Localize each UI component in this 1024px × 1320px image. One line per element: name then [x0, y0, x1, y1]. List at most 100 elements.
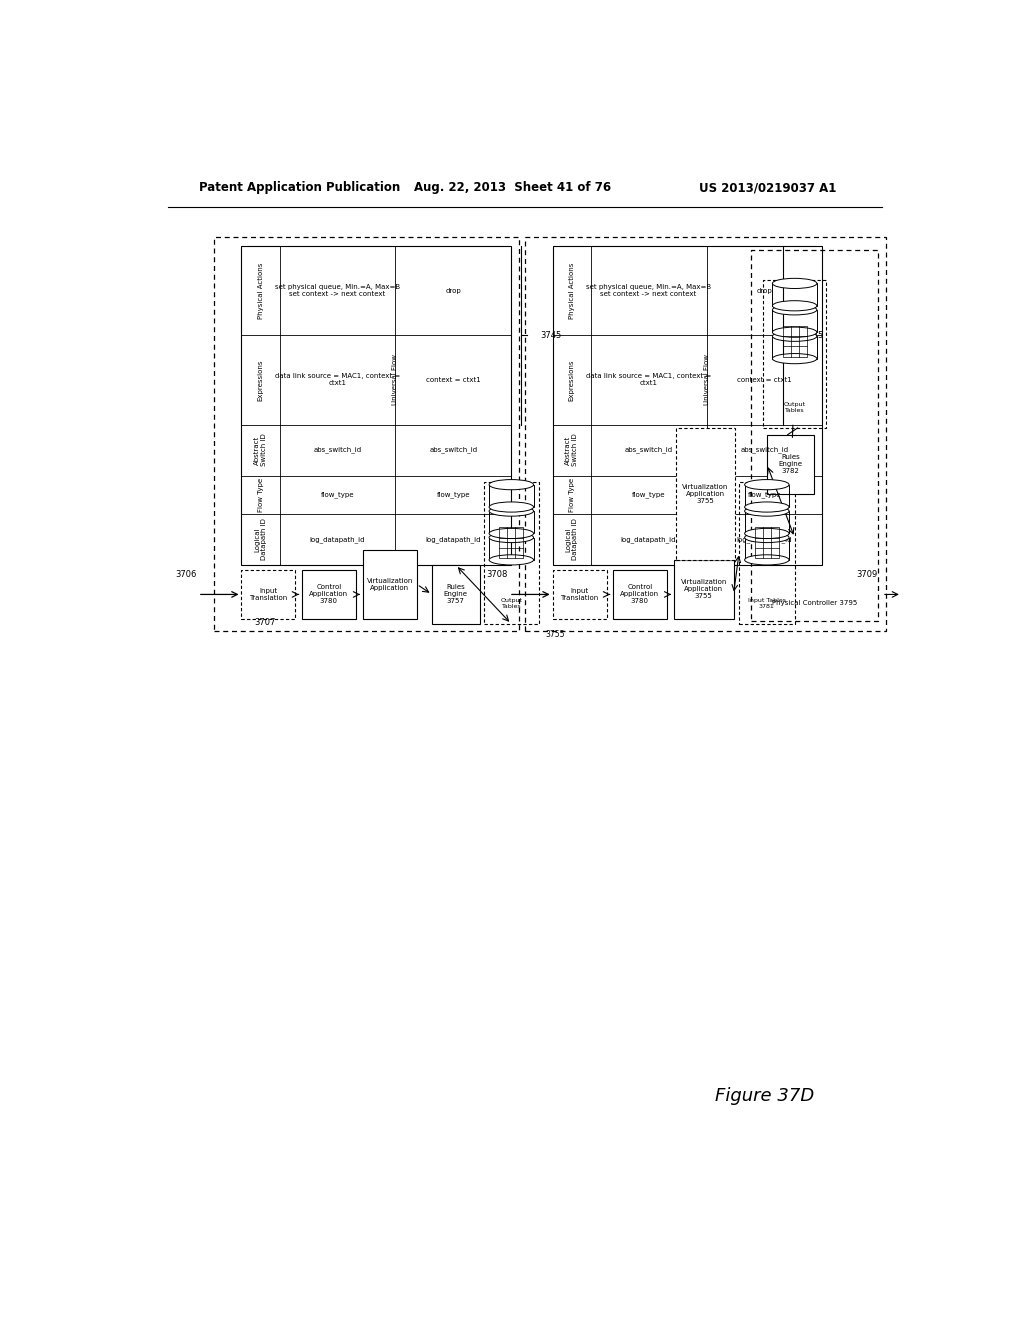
Ellipse shape — [744, 479, 790, 490]
Text: Expressions: Expressions — [257, 359, 263, 401]
Text: flow_type: flow_type — [632, 491, 666, 498]
Text: data link source = MAC1, context =
ctxt1: data link source = MAC1, context = ctxt1 — [274, 374, 400, 387]
Bar — [524, 236, 886, 631]
Text: flow_type: flow_type — [321, 491, 354, 498]
Text: Abstract
Switch ID: Abstract Switch ID — [565, 434, 579, 466]
Text: Figure 37D: Figure 37D — [715, 1086, 814, 1105]
Bar — [553, 570, 606, 619]
Text: Input
Translation: Input Translation — [249, 587, 288, 601]
Text: abs_switch_id: abs_switch_id — [625, 446, 673, 454]
Text: Physical Actions: Physical Actions — [257, 263, 263, 318]
Text: Universal Flow: Universal Flow — [392, 355, 398, 405]
Bar — [500, 528, 523, 558]
Text: Rules
Engine
3757: Rules Engine 3757 — [443, 585, 468, 605]
Bar — [242, 570, 296, 619]
Bar — [755, 528, 779, 558]
Text: Control
Application
3780: Control Application 3780 — [309, 585, 348, 605]
Bar — [744, 511, 790, 533]
Bar — [362, 549, 417, 619]
Text: 3709: 3709 — [857, 570, 878, 578]
Bar — [489, 537, 534, 560]
Text: Input
Translation: Input Translation — [560, 587, 599, 601]
Text: Flow Type: Flow Type — [568, 478, 574, 512]
Text: flow_type: flow_type — [436, 491, 470, 498]
Text: set physical queue, Min.=A, Max=B
set context -> next context: set physical queue, Min.=A, Max=B set co… — [586, 284, 711, 297]
Text: 3745: 3745 — [803, 331, 824, 339]
Bar — [763, 280, 826, 428]
Ellipse shape — [744, 528, 790, 539]
Bar — [302, 570, 355, 619]
Text: abs_switch_id: abs_switch_id — [740, 446, 788, 454]
Text: Input Tables
3781: Input Tables 3781 — [748, 598, 785, 609]
Text: abs_switch_id: abs_switch_id — [313, 446, 361, 454]
Text: log_datapath_id: log_datapath_id — [621, 536, 676, 543]
Bar — [739, 482, 795, 624]
Text: Output
Tables: Output Tables — [501, 598, 522, 609]
Text: log_datapath_id: log_datapath_id — [310, 536, 366, 543]
Ellipse shape — [489, 479, 534, 490]
Bar — [744, 537, 790, 560]
Text: Flow Type: Flow Type — [257, 478, 263, 512]
Text: Logical
Datapath ID: Logical Datapath ID — [254, 519, 267, 561]
Ellipse shape — [744, 506, 790, 516]
Bar — [674, 560, 733, 619]
Bar — [242, 246, 511, 565]
Text: Virtualization
Application: Virtualization Application — [367, 578, 413, 591]
Bar — [489, 484, 534, 507]
Text: drop: drop — [445, 288, 461, 293]
Text: Universal Flow: Universal Flow — [703, 355, 710, 405]
Text: Logical
Datapath ID: Logical Datapath ID — [565, 519, 579, 561]
Text: set physical queue, Min.=A, Max=B
set context -> next context: set physical queue, Min.=A, Max=B set co… — [275, 284, 400, 297]
Text: Output
Tables: Output Tables — [783, 403, 806, 413]
Bar — [553, 246, 822, 565]
Bar — [767, 434, 814, 494]
Ellipse shape — [772, 279, 817, 289]
Ellipse shape — [489, 506, 534, 516]
Bar — [772, 310, 817, 333]
Bar — [772, 337, 817, 359]
Ellipse shape — [489, 532, 534, 543]
Text: drop: drop — [757, 288, 772, 293]
Text: flow_type: flow_type — [748, 491, 781, 498]
Ellipse shape — [772, 305, 817, 315]
Bar — [432, 565, 479, 624]
Bar — [676, 428, 735, 560]
Bar — [772, 284, 817, 306]
Ellipse shape — [772, 301, 817, 312]
Text: US 2013/0219037 A1: US 2013/0219037 A1 — [699, 181, 837, 194]
Bar — [613, 570, 667, 619]
Text: Virtualization
Application
3755: Virtualization Application 3755 — [681, 579, 727, 599]
Bar — [782, 326, 807, 356]
Text: Physical Controller 3795: Physical Controller 3795 — [772, 599, 857, 606]
Text: Control
Application
3780: Control Application 3780 — [621, 585, 659, 605]
Text: Physical Actions: Physical Actions — [568, 263, 574, 318]
Text: 3707: 3707 — [255, 618, 276, 627]
Ellipse shape — [744, 532, 790, 543]
Text: log_datapath_id: log_datapath_id — [426, 536, 481, 543]
Text: 3783: 3783 — [785, 301, 804, 306]
Ellipse shape — [772, 354, 817, 364]
Ellipse shape — [744, 554, 790, 565]
Text: Abstract
Switch ID: Abstract Switch ID — [254, 434, 267, 466]
Bar — [214, 236, 519, 631]
Bar — [489, 511, 534, 533]
Ellipse shape — [772, 331, 817, 342]
Text: 3745: 3745 — [541, 331, 562, 339]
Text: abs_switch_id: abs_switch_id — [429, 446, 477, 454]
Text: data link source = MAC1, context =
ctxt1: data link source = MAC1, context = ctxt1 — [586, 374, 712, 387]
Text: 3706: 3706 — [175, 570, 197, 578]
Bar — [751, 249, 878, 620]
Text: Rules
Engine
3782: Rules Engine 3782 — [778, 454, 803, 474]
Ellipse shape — [489, 554, 534, 565]
Ellipse shape — [744, 502, 790, 512]
Text: Virtualization
Application
3755: Virtualization Application 3755 — [682, 484, 728, 504]
Text: context = ctxt1: context = ctxt1 — [737, 378, 792, 383]
Bar — [744, 484, 790, 507]
Text: context = ctxt1: context = ctxt1 — [426, 378, 480, 383]
Text: Expressions: Expressions — [568, 359, 574, 401]
Text: Patent Application Publication: Patent Application Publication — [200, 181, 400, 194]
Bar — [483, 482, 539, 624]
Text: 3758: 3758 — [503, 504, 520, 510]
Ellipse shape — [772, 327, 817, 338]
Text: log_datapath_id: log_datapath_id — [736, 536, 793, 543]
